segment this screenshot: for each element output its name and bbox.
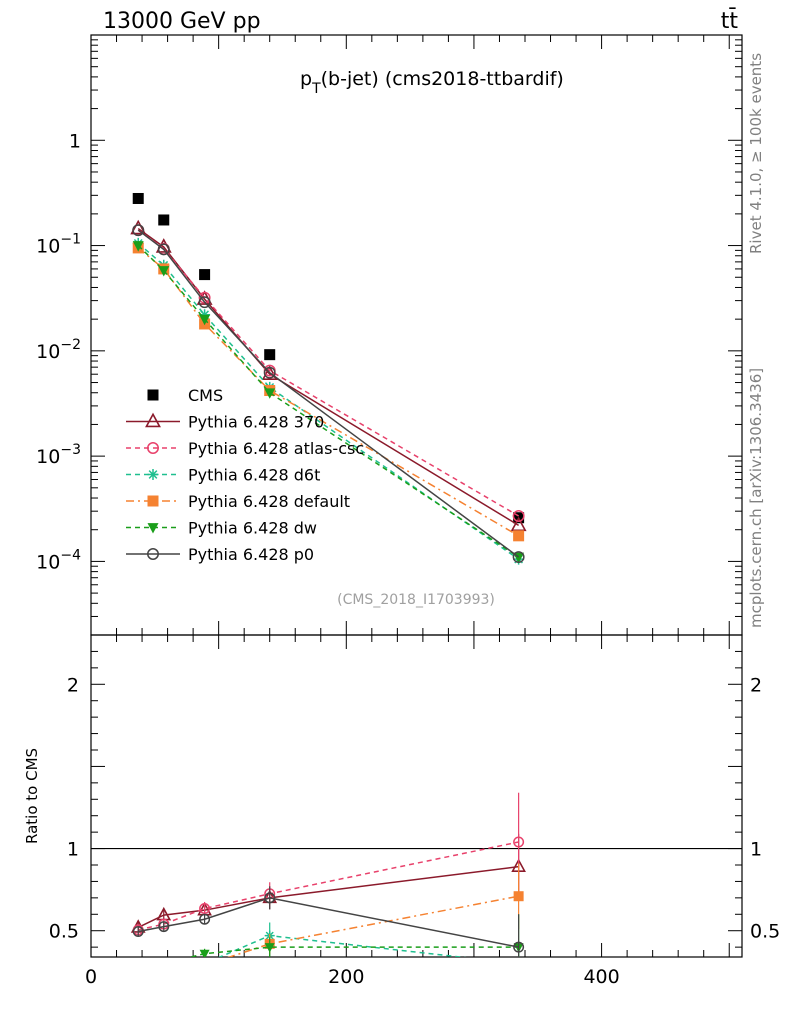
ratio-point-pythia-6-428-default <box>200 960 210 970</box>
ratio-line-pythia-6-428-default <box>227 895 519 957</box>
legend-marker-pythia-6-428-default <box>147 495 159 507</box>
main-y-tick-label: 10−1 <box>36 232 81 258</box>
ratio-y-axis-label: Ratio to CMS <box>23 748 41 844</box>
data-point-cms <box>158 214 170 226</box>
legend-marker-pythia-6-428-d6t <box>147 469 159 480</box>
mcplots-label: mcplots.cern.ch [arXiv:1306.3436] <box>747 368 765 628</box>
ratio-axis-ticks: 0 200 400 0.5 0.5 1 1 2 2 <box>49 635 780 988</box>
data-point-pythia-6-428-370 <box>510 516 527 532</box>
main-y-tick-label: 1 <box>69 130 81 152</box>
data-point-pythia-6-428-default <box>513 530 525 542</box>
main-axis-ticks: 1 10−1 10−2 10−3 10−4 <box>36 34 742 636</box>
ratio-point-pythia-6-428-dw <box>159 960 169 970</box>
ratio-point-pythia-6-428-default <box>513 891 524 902</box>
legend-label-pythia-6-428-default: Pythia 6.428 default <box>188 492 350 511</box>
ratio-line-pythia-6-428-370 <box>137 865 519 929</box>
series-line-pythia-6-428-p0 <box>137 229 520 558</box>
ratio-point-pythia-6-428-atlas-csc <box>513 836 525 848</box>
ratio-point-pythia-6-428-p0 <box>158 921 170 933</box>
ratio-point-pythia-6-428-p0 <box>132 926 144 938</box>
ratio-point-pythia-6-428-d6t <box>159 959 169 969</box>
series-line-pythia-6-428-default <box>137 247 519 537</box>
legend-label-pythia-6-428-dw: Pythia 6.428 dw <box>188 519 317 538</box>
ratio-y-tick-label: 0.5 <box>49 921 79 943</box>
data-point-pythia-6-428-dw <box>158 266 170 277</box>
ratio-point-pythia-6-428-dw <box>264 943 275 953</box>
legend-marker-pythia-6-428-370 <box>145 412 161 428</box>
legend-marker-pythia-6-428-p0 <box>147 548 159 560</box>
ratio-point-pythia-6-428-p0 <box>264 892 276 904</box>
series-line-pythia-6-428-d6t <box>137 242 520 560</box>
legend-marker-pythia-6-428-dw <box>147 523 159 534</box>
ratio-point-pythia-6-428-d6t <box>200 959 210 969</box>
plot-title: pT(b-jet) (cms2018-ttbardif) <box>300 68 564 97</box>
ratio-point-pythia-6-428-p0 <box>199 913 211 925</box>
legend-marker-pythia-6-428-atlas-csc <box>147 442 159 454</box>
ratio-x-tick-label: 400 <box>583 966 619 988</box>
main-y-tick-label: 10−2 <box>36 337 81 363</box>
plot-title-sub: T <box>311 81 321 97</box>
legend-label-pythia-6-428-370: Pythia 6.428 370 <box>188 413 324 432</box>
ratio-point-pythia-6-428-dw <box>133 960 143 970</box>
data-point-pythia-6-428-p0 <box>263 366 276 379</box>
ratio-line-pythia-6-428-atlas-csc <box>138 841 519 931</box>
data-point-pythia-6-428-dw <box>132 241 144 252</box>
ratio-line-pythia-6-428-p0 <box>138 897 519 948</box>
data-point-pythia-6-428-p0 <box>132 224 145 237</box>
ratio-point-pythia-6-428-d6t <box>133 959 143 969</box>
plot-title-main: p <box>300 68 312 90</box>
ratio-point-pythia-6-428-p0 <box>513 941 525 953</box>
process-label: tt̄ <box>721 8 739 34</box>
legend-label-cms: CMS <box>188 386 223 405</box>
ratio-point-pythia-6-428-dw <box>199 949 210 957</box>
data-point-pythia-6-428-dw <box>199 314 211 326</box>
data-point-cms <box>132 192 144 204</box>
series-line-pythia-6-428-370 <box>137 227 520 527</box>
ratio-series-group <box>130 792 526 970</box>
data-point-cms <box>199 269 211 281</box>
legend-label-pythia-6-428-atlas-csc: Pythia 6.428 atlas-csc <box>188 439 364 458</box>
data-point-cms <box>264 349 276 361</box>
ratio-y-tick-label: 1 <box>67 839 79 861</box>
legend: CMS Pythia 6.428 370 Pythia 6.428 atlas-cs… <box>126 386 364 564</box>
ratio-point-pythia-6-428-default <box>159 960 169 970</box>
rivet-version-label: Rivet 4.1.0, ≥ 100k events <box>747 53 765 254</box>
data-point-pythia-6-428-atlas-csc <box>512 510 525 522</box>
data-point-pythia-6-428-370 <box>261 365 278 380</box>
ratio-line-pythia-6-428-dw <box>187 946 519 957</box>
main-y-tick-label: 10−3 <box>36 442 81 468</box>
legend-marker-cms <box>147 389 159 401</box>
ratio-y-tick-label-right: 1 <box>750 839 762 861</box>
legend-label-pythia-6-428-d6t: Pythia 6.428 d6t <box>188 466 320 485</box>
data-point-pythia-6-428-p0 <box>157 243 170 256</box>
ratio-y-tick-label-right: 2 <box>750 674 762 696</box>
ratio-point-pythia-6-428-d6t <box>514 959 524 969</box>
plot-title-rest: (b-jet) (cms2018-ttbardif) <box>321 68 564 90</box>
ratio-x-tick-label: 200 <box>328 966 364 988</box>
ratio-point-pythia-6-428-default <box>133 960 143 970</box>
energy-label: 13000 GeV pp <box>103 9 261 34</box>
data-point-pythia-6-428-p0 <box>512 551 525 564</box>
data-point-pythia-6-428-370 <box>130 219 147 235</box>
ratio-y-tick-label: 2 <box>67 674 79 696</box>
data-point-pythia-6-428-dw <box>264 388 276 399</box>
legend-label-pythia-6-428-p0: Pythia 6.428 p0 <box>188 545 314 564</box>
main-series-group <box>130 192 527 565</box>
ratio-point-pythia-6-428-atlas-csc <box>199 903 211 915</box>
analysis-watermark: (CMS_2018_I1703993) <box>337 592 495 608</box>
ratio-line-pythia-6-428-d6t <box>218 934 467 957</box>
ratio-y-tick-label-right: 0.5 <box>750 921 780 943</box>
ratio-x-tick-label: 0 <box>85 966 97 988</box>
ratio-plot-frame <box>90 634 743 958</box>
main-y-tick-label: 10−4 <box>36 547 81 573</box>
data-point-pythia-6-428-p0 <box>198 296 211 309</box>
